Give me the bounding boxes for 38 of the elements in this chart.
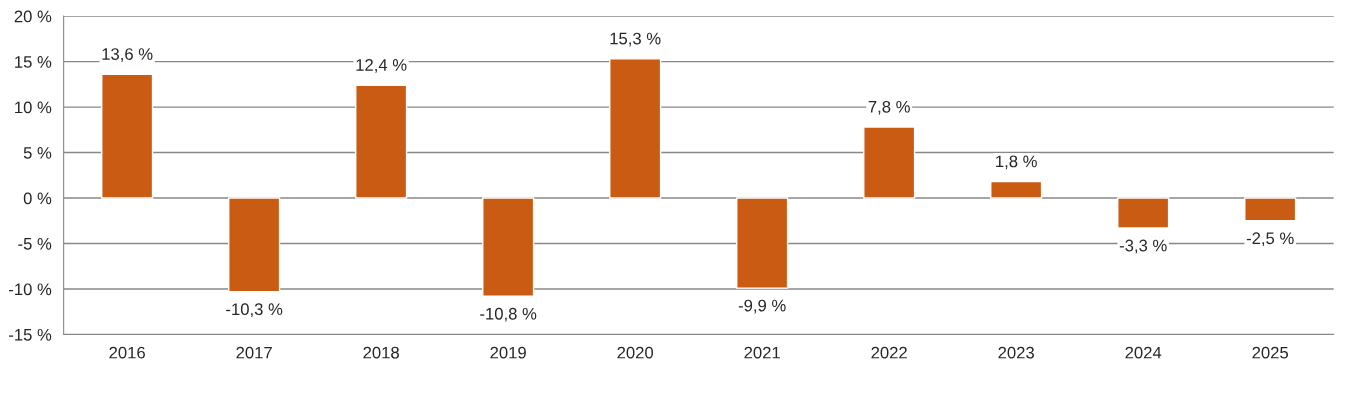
data-label: -3,3 % (1119, 239, 1167, 254)
data-label: 1,8 % (996, 155, 1037, 170)
x-tick-label: 2020 (617, 346, 654, 359)
y-tick-label: -5 % (18, 238, 52, 250)
x-tick-label: 2022 (871, 346, 907, 359)
x-tick-label: 2019 (490, 346, 526, 359)
data-label: -10,3 % (226, 303, 283, 318)
y-tick-label: 0 % (23, 192, 52, 205)
y-tick-label: 10 % (15, 101, 52, 114)
x-tick-label: 2016 (109, 346, 145, 359)
data-label: -2,5 % (1246, 232, 1294, 247)
bar (1117, 197, 1170, 229)
data-label: 7,8 % (868, 100, 910, 115)
bar (101, 73, 154, 199)
data-label: 15,3 % (610, 32, 661, 47)
data-label: -9,9 % (738, 299, 786, 314)
bar (1244, 197, 1297, 222)
x-tick-label: 2018 (363, 346, 399, 359)
bar (482, 197, 535, 297)
data-label: -10,8 % (480, 307, 537, 322)
y-tick-label: -10 % (9, 283, 52, 296)
x-tick-label: 2024 (1125, 346, 1162, 359)
bar (609, 58, 662, 199)
x-tick-label: 2021 (744, 346, 780, 359)
y-tick-label: 15 % (15, 56, 52, 68)
bar (863, 126, 916, 199)
bar (355, 84, 408, 199)
data-label: 12,4 % (356, 59, 407, 73)
bar (990, 180, 1043, 199)
x-tick-label: 2017 (236, 346, 272, 359)
bar (228, 197, 281, 293)
y-tick-label: 5 % (23, 147, 52, 159)
bar (736, 197, 789, 289)
y-tick-label: 20 % (14, 10, 52, 23)
x-tick-label: 2025 (1252, 346, 1289, 359)
x-tick-label: 2023 (998, 346, 1034, 359)
y-tick-label: -15 % (9, 328, 52, 341)
data-label: 13,6 % (102, 48, 153, 62)
